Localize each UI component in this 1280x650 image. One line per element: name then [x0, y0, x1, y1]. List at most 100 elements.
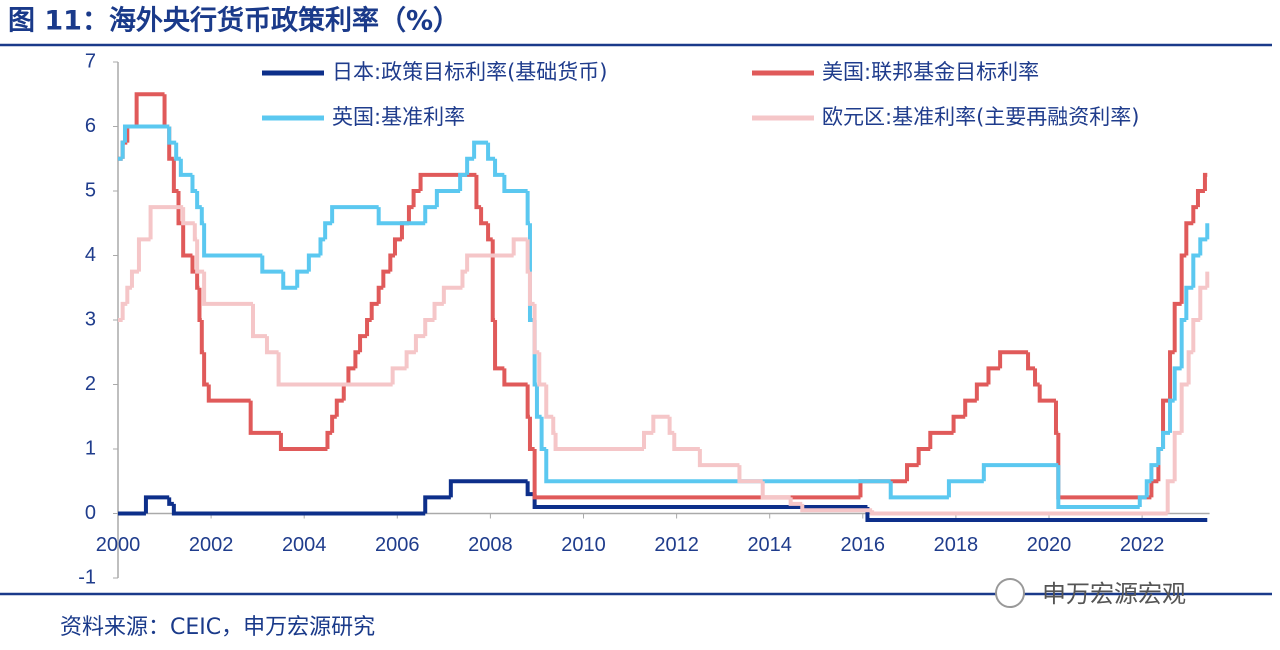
step-segment — [544, 384, 554, 419]
step-segment — [1056, 432, 1152, 500]
step-segment — [951, 414, 966, 433]
step-segment — [460, 269, 468, 288]
step-segment — [553, 432, 645, 451]
step-segment — [998, 350, 1029, 369]
step-segment — [1172, 430, 1182, 482]
step-segment — [1186, 350, 1194, 385]
step-segment — [1191, 253, 1201, 288]
step-segment — [1053, 400, 1059, 435]
step-segment — [441, 285, 463, 304]
watermark-icon — [995, 578, 1025, 608]
step-segment — [423, 495, 451, 514]
y-tick-label: -1 — [78, 566, 96, 588]
step-segment — [388, 253, 395, 272]
step-segment — [171, 503, 426, 516]
step-segment — [432, 301, 444, 320]
step-segment — [190, 174, 198, 193]
step-segment — [353, 350, 361, 369]
chart-title: 图 11：海外央行货币政策利率（%） — [8, 5, 460, 37]
step-segment — [1149, 463, 1159, 482]
step-segment — [974, 382, 989, 401]
y-tick-label: 7 — [85, 50, 96, 72]
legend-label: 欧元区:基准利率(主要再融资利率) — [822, 105, 1139, 129]
step-segment — [1184, 221, 1194, 256]
step-segment — [129, 269, 139, 288]
y-tick-label: 5 — [85, 179, 96, 201]
step-segment — [434, 189, 461, 208]
step-segment — [1191, 318, 1201, 353]
step-segment — [295, 269, 309, 288]
step-segment — [527, 416, 535, 451]
step-segment — [195, 239, 205, 274]
step-segment — [413, 334, 426, 353]
x-tick-label: 2020 — [1027, 534, 1072, 556]
step-segment — [323, 221, 333, 240]
step-segment — [1056, 465, 1140, 510]
y-tick-label: 4 — [85, 244, 96, 266]
x-tick-label: 2012 — [654, 534, 699, 556]
step-segment — [532, 303, 540, 355]
step-segment — [181, 223, 193, 258]
step-segment — [325, 430, 333, 449]
step-segment — [525, 384, 530, 419]
step-segment — [399, 221, 409, 240]
source-note: 资料来源：CEIC，申万宏源研究 — [60, 615, 375, 640]
step-segment — [376, 207, 426, 226]
step-segment — [858, 479, 908, 498]
x-tick-label: 2018 — [934, 534, 979, 556]
y-tick-label: 6 — [85, 115, 96, 137]
step-segment — [330, 414, 337, 433]
step-segment — [511, 237, 528, 256]
step-segment — [125, 124, 137, 143]
step-segment — [981, 463, 1059, 482]
step-segment — [423, 318, 435, 337]
step-segment — [1195, 189, 1205, 208]
step-segment — [502, 174, 528, 193]
step-segment — [195, 191, 202, 210]
step-segment — [486, 142, 496, 161]
step-segment — [465, 253, 514, 272]
y-tick-label: 2 — [85, 373, 96, 395]
step-segment — [800, 503, 873, 513]
step-segment — [551, 416, 556, 435]
step-segment — [318, 237, 326, 256]
legend-label: 美国:联邦基金目标利率 — [822, 60, 1039, 84]
step-segment — [1168, 398, 1175, 433]
step-segment — [1198, 285, 1208, 320]
step-segment — [1191, 205, 1198, 224]
step-segment — [278, 432, 328, 451]
step-segment — [334, 398, 344, 417]
step-segment — [1202, 172, 1208, 191]
step-segment — [136, 237, 151, 272]
x-tick-label: 2010 — [561, 534, 606, 556]
step-segment — [672, 432, 700, 451]
step-segment — [1179, 318, 1187, 369]
step-segment — [1165, 479, 1175, 514]
step-segment — [963, 398, 977, 417]
step-segment — [260, 255, 284, 274]
step-segment — [1172, 366, 1182, 401]
x-tick-label: 2004 — [282, 534, 327, 556]
step-segment — [406, 205, 414, 224]
step-segment — [1161, 430, 1171, 449]
step-segment — [544, 449, 891, 484]
step-segment — [199, 207, 205, 226]
step-segment — [358, 334, 368, 353]
step-segment — [870, 510, 1168, 516]
step-segment — [1172, 301, 1182, 353]
step-segment — [276, 352, 393, 387]
step-segment — [192, 223, 198, 242]
x-tick-label: 2016 — [841, 534, 886, 556]
step-segment — [264, 336, 279, 355]
step-segment — [248, 400, 281, 435]
step-segment — [1033, 368, 1040, 387]
step-segment — [667, 416, 675, 435]
step-segment — [525, 239, 530, 274]
step-segment — [306, 253, 321, 272]
step-segment — [532, 449, 861, 500]
step-segment — [946, 479, 984, 498]
step-segment — [472, 140, 489, 159]
step-segment — [390, 366, 407, 385]
step-segment — [539, 416, 547, 451]
step-segment — [1149, 479, 1159, 498]
